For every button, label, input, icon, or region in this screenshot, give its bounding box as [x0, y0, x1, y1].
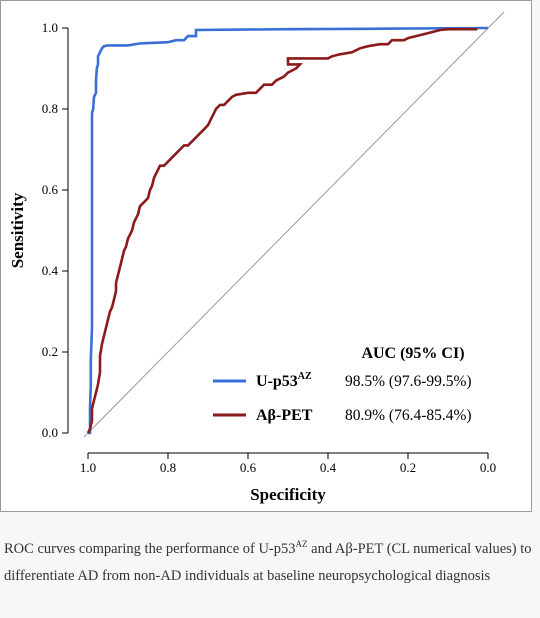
y-tick-label: 0.6	[42, 182, 59, 197]
x-tick-label: 0.0	[480, 460, 496, 475]
x-tick-label: 0.8	[160, 460, 176, 475]
y-tick-label: 0.2	[42, 344, 58, 359]
y-tick-label: 1.0	[42, 20, 58, 35]
roc-curve-series-1	[88, 26, 489, 435]
y-tick-label: 0.8	[42, 101, 58, 116]
y-tick-label: 0.0	[42, 425, 58, 440]
roc-curve-series-2	[86, 27, 478, 434]
y-tick-label: 0.4	[42, 263, 59, 278]
caption-text-1: ROC curves comparing the performance of …	[4, 540, 296, 557]
figure-caption: ROC curves comparing the performance of …	[4, 531, 534, 590]
x-tick-label: 0.4	[320, 460, 337, 475]
x-tick-label: 0.2	[400, 460, 416, 475]
x-tick-label: 1.0	[80, 460, 96, 475]
x-axis-label: Specificity	[250, 485, 326, 504]
legend-auc-value: 98.5% (97.6-99.5%)	[345, 373, 472, 390]
roc-chart: 0.0 0.2 0.4 0.6 0.8 1.0 1.0 0.8 0.6 0.4 0.2 0.0 Spec…	[8, 11, 505, 504]
diagonal-reference-line	[83, 11, 505, 438]
legend-header: AUC (95% CI)	[361, 345, 464, 362]
caption-text-2: and Aβ-PET (CL numerical values) to diff…	[4, 540, 532, 584]
caption-superscript: AZ	[295, 539, 308, 549]
legend-series-name: U-p53AZ	[256, 371, 312, 390]
y-axis-label: Sensitivity	[8, 192, 27, 268]
legend-series-name: Aβ-PET	[256, 407, 313, 424]
legend-auc-value: 80.9% (76.4-85.4%)	[345, 407, 472, 424]
x-tick-label: 0.6	[240, 460, 257, 475]
